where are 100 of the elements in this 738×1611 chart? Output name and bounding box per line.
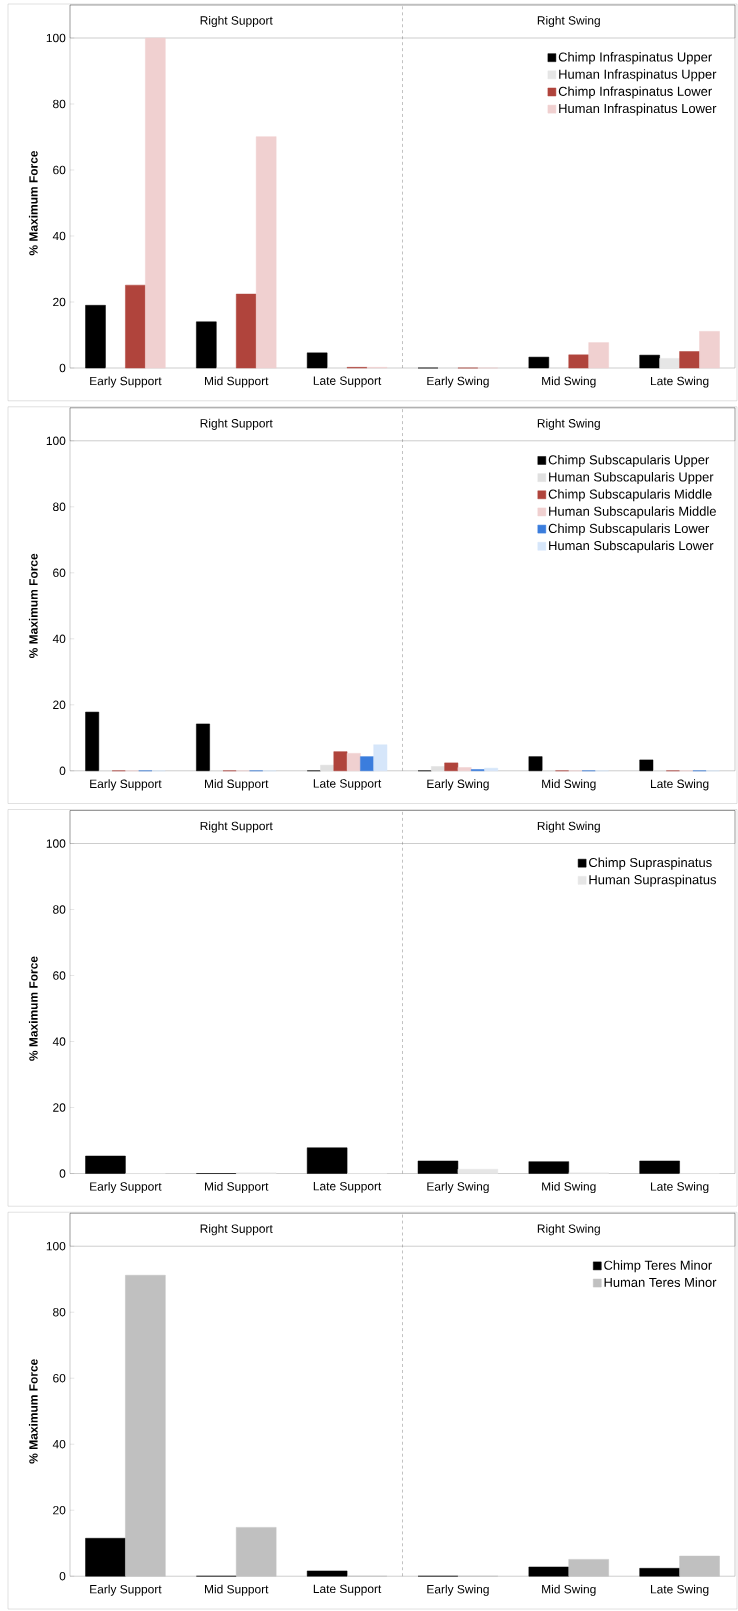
bar: [568, 1559, 609, 1577]
x-tick-label: Late Swing: [651, 779, 709, 791]
bar: [333, 751, 348, 772]
bar: [528, 1161, 569, 1174]
bar: [639, 1160, 680, 1174]
legend-label: Human Teres Minor: [604, 1277, 717, 1287]
bar: [306, 1570, 348, 1577]
bar: [306, 1147, 348, 1174]
x-tick-label: Mid Swing: [542, 1181, 596, 1194]
text: Right Support: [200, 15, 273, 28]
x-tick-label: Mid Support: [205, 1181, 269, 1194]
x-tick-label: Mid Swing: [542, 376, 596, 388]
bar: [196, 723, 210, 772]
y-axis-title: % Maximum Force: [28, 553, 38, 658]
y-tick-label: 100: [46, 33, 66, 43]
bar: [85, 711, 100, 772]
bar: [457, 1168, 499, 1174]
legend-label: Chimp Infraspinatus Lower: [558, 86, 712, 99]
bar: [528, 756, 543, 772]
text: Right Support: [200, 1224, 273, 1236]
text: Right Swing: [537, 15, 600, 28]
bar: [125, 284, 146, 369]
y-tick-label: 20: [53, 297, 66, 307]
bar: [306, 352, 328, 369]
bar: [255, 136, 277, 369]
x-tick-label: Early Swing: [427, 376, 489, 388]
x-tick-label: Late Support: [313, 1584, 382, 1596]
y-tick-label: 0: [59, 1169, 66, 1178]
y-tick-label: 80: [53, 905, 66, 914]
y-axis-title: % Maximum Force: [28, 956, 38, 1061]
bar: [528, 1566, 569, 1577]
legend-label: Chimp Subscapularis Lower: [548, 523, 710, 536]
x-tick-label: Mid Support: [205, 779, 269, 791]
y-tick-label: 80: [53, 1307, 66, 1317]
bar: [639, 759, 654, 772]
bar: [679, 1555, 720, 1577]
legend-label: Human Infraspinatus Upper: [559, 69, 717, 82]
bar: [457, 767, 472, 772]
x-tick-label: Early Swing: [427, 1584, 489, 1596]
x-tick-label: Late Swing: [651, 1181, 709, 1194]
x-tick-label: Early Swing: [427, 779, 489, 791]
y-tick-label: 40: [52, 1439, 66, 1449]
y-tick-label: 0: [59, 363, 66, 373]
y-tick-label: 20: [53, 700, 66, 710]
x-tick-label: Late Swing: [651, 376, 709, 388]
bar: [360, 756, 374, 772]
y-tick-label: 100: [46, 1241, 66, 1251]
legend-label: Human Subscapularis Upper: [549, 472, 714, 485]
y-tick-label: 20: [53, 1505, 66, 1515]
bar: [417, 1160, 459, 1174]
y-tick-label: 0: [59, 1571, 66, 1581]
x-tick-label: Mid Support: [205, 376, 269, 388]
y-tick-label: 60: [53, 568, 66, 578]
bar: [568, 354, 589, 369]
bar: [588, 342, 609, 369]
bar: [373, 744, 388, 772]
x-tick-label: Mid Support: [205, 1584, 269, 1596]
bar: [346, 753, 361, 772]
x-tick-label: Mid Swing: [542, 779, 596, 791]
bar: [85, 305, 106, 369]
legend-label: Human Subscapularis Lower: [549, 540, 714, 553]
x-tick-label: Early Support: [90, 779, 162, 791]
legend-label: Chimp Teres Minor: [604, 1260, 712, 1273]
legend-label: Human Supraspinatus: [589, 874, 717, 887]
text: Right Support: [200, 418, 273, 430]
legend-label: Chimp Infraspinatus Upper: [558, 52, 712, 65]
y-tick-label: 0: [59, 766, 66, 776]
bar: [431, 766, 445, 772]
text: Right Swing: [537, 1224, 600, 1236]
y-tick-label: 40: [52, 231, 66, 241]
legend-label: Chimp Subscapularis Upper: [548, 454, 710, 467]
x-tick-label: Late Swing: [651, 1584, 709, 1596]
legend-label: Chimp Subscapularis Middle: [548, 489, 712, 502]
x-tick-label: Late Support: [313, 1181, 382, 1193]
bar: [444, 762, 459, 772]
x-tick-label: Early Support: [90, 376, 162, 388]
text: Right Swing: [537, 418, 600, 430]
y-tick-label: 80: [53, 502, 66, 512]
text: Right Support: [200, 821, 273, 833]
y-tick-label: 100: [46, 839, 66, 848]
bar: [699, 331, 720, 369]
y-tick-label: 20: [53, 1103, 66, 1112]
bar: [125, 1275, 166, 1577]
y-tick-label: 40: [52, 634, 66, 644]
x-tick-label: Late Support: [313, 376, 382, 388]
bar: [236, 1527, 277, 1577]
y-tick-label: 60: [53, 971, 66, 980]
x-tick-label: Early Support: [90, 1584, 162, 1596]
bar: [639, 354, 660, 369]
bar: [679, 351, 700, 369]
y-tick-label: 40: [52, 1037, 66, 1046]
bar: [659, 358, 680, 369]
bar: [320, 764, 335, 772]
x-tick-label: Mid Swing: [542, 1584, 596, 1596]
bar: [528, 356, 550, 369]
bar: [484, 767, 499, 772]
y-axis-title: % Maximum Force: [28, 1359, 38, 1464]
legend-label: Human Infraspinatus Lower: [559, 103, 717, 116]
y-tick-label: 100: [46, 436, 66, 446]
x-tick-label: Early Swing: [427, 1181, 489, 1194]
